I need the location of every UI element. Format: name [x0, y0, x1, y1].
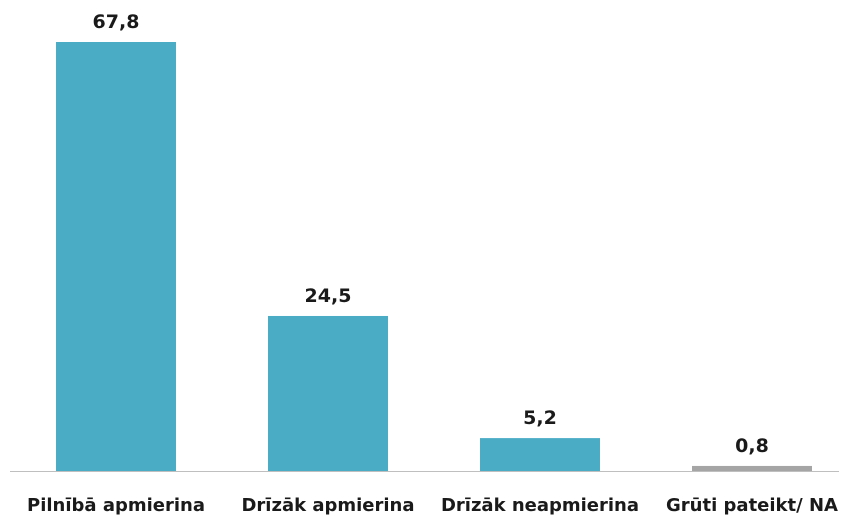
bar-4 — [692, 465, 812, 471]
category-label-2: Drīzāk apmierina — [241, 495, 414, 516]
data-label-1: 67,8 — [93, 11, 140, 33]
category-labels-group: Pilnībā apmierina Drīzāk apmierina Drīzāk … — [27, 495, 838, 516]
category-label-4: Grūti pateikt/ NA — [666, 495, 838, 516]
value-labels-group: 67,8 24,5 5,2 0,8 — [93, 11, 769, 457]
bar-1 — [56, 42, 176, 471]
bar-2 — [268, 315, 388, 471]
bar-3 — [480, 438, 600, 471]
data-label-2: 24,5 — [305, 285, 352, 307]
category-label-1: Pilnībā apmierina — [27, 495, 205, 516]
data-label-3: 5,2 — [523, 407, 557, 429]
category-label-3: Drīzāk neapmierina — [441, 495, 639, 516]
data-label-4: 0,8 — [735, 435, 769, 457]
bars-group — [56, 42, 812, 471]
